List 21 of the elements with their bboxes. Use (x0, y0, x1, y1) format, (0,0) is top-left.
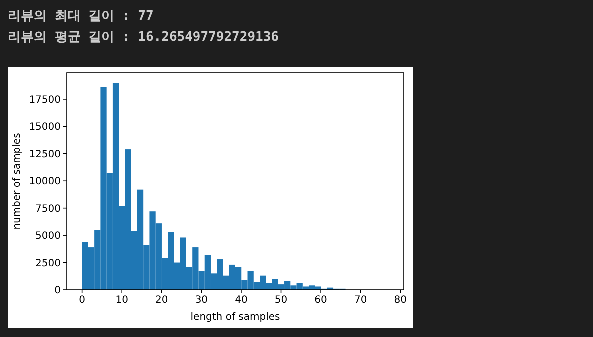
y-tick-label: 2500 (36, 258, 61, 270)
x-tick-label: 80 (394, 295, 407, 306)
x-tick-label: 40 (235, 295, 248, 306)
y-axis-title: number of samples (12, 133, 23, 230)
y-tick-label: 12500 (29, 149, 61, 160)
x-axis-title: length of samples (190, 312, 280, 323)
x-tick-label: 70 (354, 295, 368, 306)
y-tick-label: 0 (54, 286, 61, 296)
y-tick-label: 17500 (29, 94, 61, 106)
x-tick-label: 10 (116, 295, 128, 306)
x-tick-label: 20 (156, 295, 168, 306)
text: 리뷰의 최대 길이 : 77 (8, 8, 155, 26)
y-tick-label: 10000 (29, 176, 61, 188)
y-tick-label: 7500 (36, 204, 61, 215)
x-tick-label: 0 (79, 295, 86, 306)
y-tick-label: 5000 (36, 231, 61, 242)
x-tick-label: 30 (195, 295, 208, 306)
text: 리뷰의 평균 길이 : 16.265497792729136 (8, 29, 280, 47)
x-tick-label: 50 (274, 295, 288, 306)
x-tick-label: 60 (314, 295, 328, 306)
y-tick-label: 15000 (29, 122, 61, 134)
